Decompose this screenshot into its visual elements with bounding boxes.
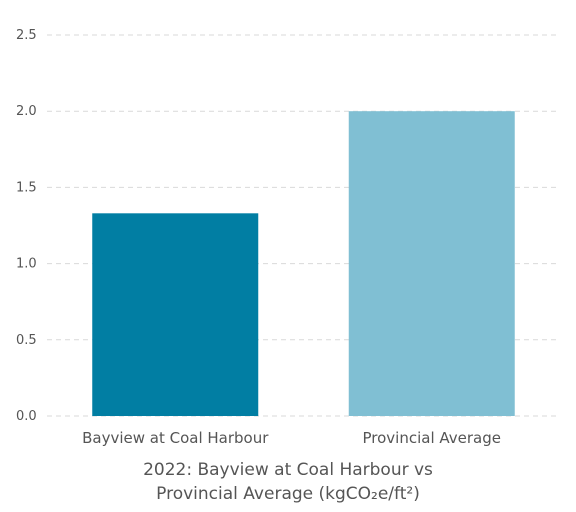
x-tick-label: Provincial Average [363,429,502,447]
y-tick-label: 0.5 [16,333,37,348]
y-tick-label: 0.0 [16,409,37,424]
chart-title-line-2: Provincial Average (kgCO₂e/ft²) [156,484,420,504]
bar [92,213,259,416]
y-tick-label: 2.5 [16,28,37,43]
x-tick-label: Bayview at Coal Harbour [82,429,269,447]
y-tick-label: 2.0 [16,104,37,119]
y-tick-label: 1.0 [16,257,37,272]
y-tick-label: 1.5 [16,180,37,195]
chart-title-line-1: 2022: Bayview at Coal Harbour vs [143,460,433,480]
bar [348,111,515,416]
